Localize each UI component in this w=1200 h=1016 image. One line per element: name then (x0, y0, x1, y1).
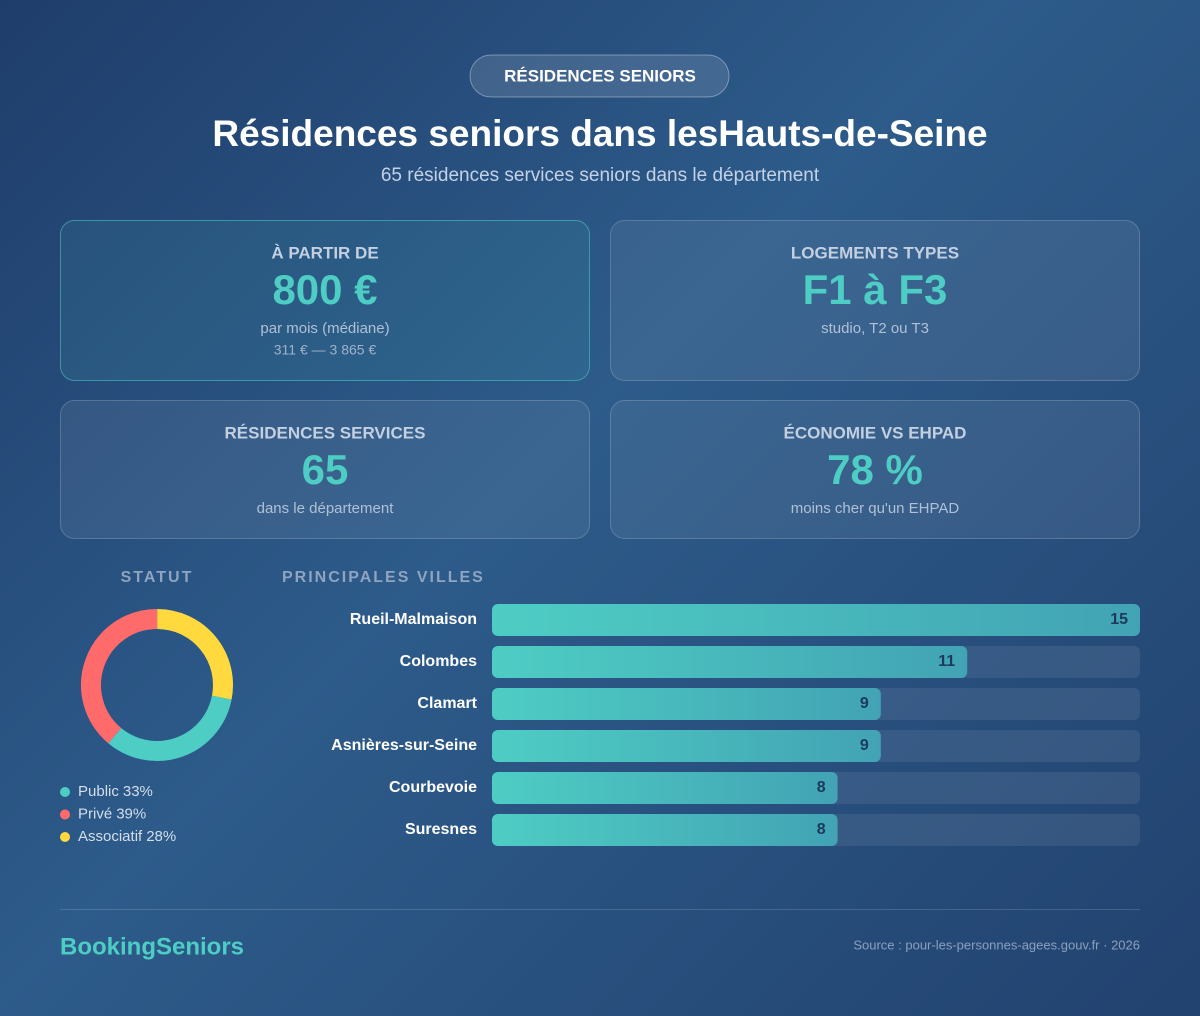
legend-value: 39% (116, 805, 146, 822)
donut-segment (81, 608, 158, 744)
card-caption: studio, T2 ou T3 (821, 320, 929, 337)
bar (492, 688, 881, 720)
card-label: LOGEMENTS TYPES (791, 243, 959, 262)
card-caption: par mois (médiane) (260, 320, 389, 337)
bar-value: 15 (1110, 611, 1128, 628)
bar (492, 814, 838, 846)
legend-dot (60, 809, 70, 820)
card (610, 220, 1140, 381)
bar-value: 9 (860, 737, 869, 754)
legend-dot (60, 787, 70, 797)
card (60, 400, 590, 539)
chart-title: PRINCIPALES VILLES (282, 569, 485, 586)
subtitle: 65 résidences services seniors dans le d… (381, 165, 820, 186)
source: Source : pour-les-personnes-agees.gouv.f… (853, 937, 1140, 952)
legend-name: Privé (78, 805, 112, 822)
donut-segment (108, 695, 232, 761)
bar-category: Courbevoie (389, 779, 477, 796)
bar-value: 9 (860, 695, 869, 712)
card-value: F1 à F3 (803, 266, 948, 313)
legend-dot (60, 832, 70, 842)
card-caption: moins cher qu'un EHPAD (791, 500, 960, 517)
card-value: 800 € (272, 266, 377, 313)
bar-category: Rueil-Malmaison (350, 611, 477, 628)
card-value: 78 % (827, 446, 923, 493)
bar (492, 772, 838, 804)
chart-title: STATUT (121, 569, 194, 586)
card-label: ÉCONOMIE VS EHPAD (784, 423, 967, 442)
bar-category: Colombes (400, 653, 477, 670)
title: Résidences seniors dans lesHauts-de-Sein… (212, 113, 987, 154)
legend-value: 33% (123, 783, 153, 800)
card-label: RÉSIDENCES SERVICES (225, 423, 426, 442)
card-label: À PARTIR DE (271, 243, 378, 262)
bar-category: Clamart (417, 695, 477, 712)
legend-entry: Associatif 28% (78, 828, 176, 845)
badge-pill (469, 54, 730, 98)
bar-category: Suresnes (405, 821, 477, 838)
card-caption: dans le département (257, 500, 395, 517)
card (60, 220, 590, 381)
bar (492, 604, 1140, 636)
bar-value: 8 (817, 821, 826, 838)
legend-name: Public (78, 783, 119, 800)
bar (492, 646, 968, 678)
bar (492, 730, 881, 762)
legend-name: Associatif (78, 828, 143, 845)
bar-value: 11 (938, 653, 955, 670)
card-range: 311 € — 3 865 € (274, 342, 377, 358)
legend-entry: Public 33% (78, 783, 153, 800)
bar-value: 8 (817, 779, 826, 796)
donut-segment (156, 609, 233, 700)
card (610, 400, 1140, 539)
brand: BookingSeniors (60, 933, 244, 960)
bar-category: Asnières-sur-Seine (331, 737, 477, 754)
legend-value: 28% (146, 828, 176, 845)
legend-entry: Privé 39% (78, 805, 146, 822)
card-value: 65 (302, 446, 349, 493)
badge: RÉSIDENCES SENIORS (504, 66, 696, 85)
